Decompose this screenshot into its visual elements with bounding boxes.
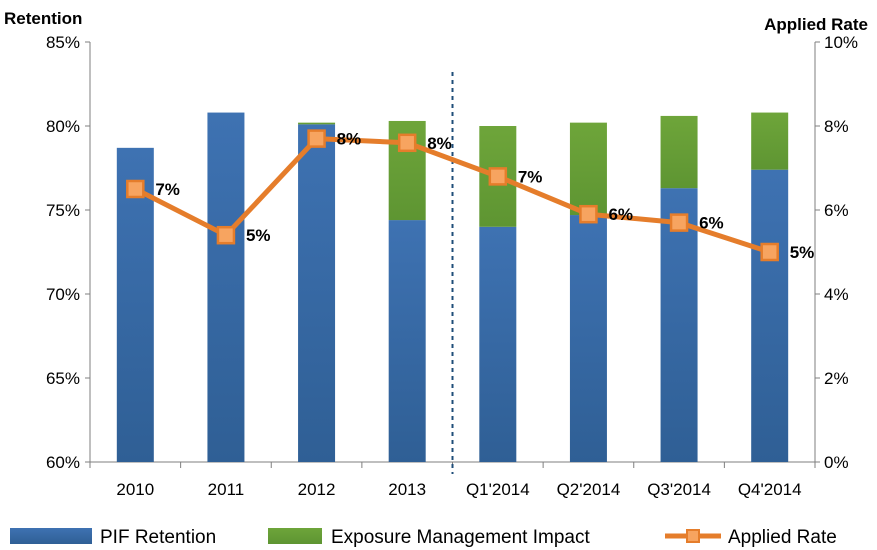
exposure-impact-bar (751, 112, 789, 170)
right-tick-label: 4% (824, 285, 849, 304)
exposure-impact-bar (569, 122, 607, 216)
applied-rate-marker (488, 167, 508, 186)
pif-retention-bar (569, 215, 607, 462)
right-tick-label: 10% (824, 33, 858, 52)
x-tick-label: Q1'2014 (466, 480, 530, 499)
left-tick-label: 65% (46, 369, 80, 388)
left-tick-label: 70% (46, 285, 80, 304)
pif-retention-bar (116, 147, 154, 462)
applied-rate-data-label: 7% (518, 167, 543, 186)
x-tick-label: Q4'2014 (738, 480, 802, 499)
applied-rate-marker (669, 213, 689, 232)
applied-rate-data-label: 8% (427, 134, 452, 153)
legend: PIF Retention Exposure Management Impact… (10, 527, 837, 548)
applied-rate-data-label: 5% (246, 226, 271, 245)
applied-rate-marker (579, 204, 598, 224)
legend-label-exposure-management: Exposure Management Impact (331, 527, 590, 548)
applied-rate-data-label: 6% (608, 205, 633, 224)
applied-rate-data-label: 5% (790, 243, 815, 262)
applied-rate-data-label: 6% (699, 214, 724, 233)
pif-retention-bar (660, 188, 698, 462)
right-axis-title: Applied Rate (764, 15, 868, 34)
right-tick-label: 8% (824, 117, 849, 136)
pif-retention-bar (388, 220, 426, 462)
legend-label-pif-retention: PIF Retention (100, 527, 216, 548)
exposure-impact-bar (298, 122, 336, 125)
x-tick-label: 2012 (298, 480, 336, 499)
right-tick-label: 0% (824, 453, 849, 472)
x-tick-label: Q2'2014 (557, 480, 621, 499)
applied-rate-marker (126, 179, 145, 199)
x-tick-label: Q3'2014 (647, 480, 711, 499)
applied-rate-marker (760, 242, 779, 262)
x-tick-label: 2013 (388, 480, 426, 499)
pif-retention-bar (207, 112, 245, 462)
plot-area: 60% 65% 70% 75% 80% 85% 0% 2% 4% 6% 8% 10% 2010 2011 2… (46, 33, 858, 499)
applied-rate-data-label: 7% (155, 180, 180, 199)
applied-rate-marker (397, 133, 417, 153)
legend-label-applied-rate: Applied Rate (728, 527, 837, 548)
applied-rate-marker (216, 225, 236, 245)
x-tick-label: 2011 (208, 480, 245, 499)
left-tick-label: 75% (46, 201, 80, 220)
applied-rate-line (134, 136, 771, 255)
left-tick-label: 60% (46, 453, 80, 472)
pif-retention-bar (751, 169, 789, 462)
x-tick-label: 2010 (116, 480, 154, 499)
legend-marker-applied-rate (686, 529, 700, 543)
left-tick-label: 80% (46, 117, 80, 136)
applied-rate-marker (307, 129, 326, 148)
right-tick-label: 2% (824, 369, 849, 388)
applied-rate-data-label: 8% (337, 130, 362, 149)
pif-retention-bar (298, 124, 336, 462)
right-tick-label: 6% (824, 201, 849, 220)
left-axis-title: Retention (4, 9, 82, 28)
exposure-impact-bar (660, 115, 698, 189)
legend-swatch-pif-retention (10, 528, 92, 544)
left-tick-label: 85% (46, 33, 80, 52)
legend-swatch-exposure-management (268, 528, 322, 544)
pif-retention-bar (479, 226, 517, 462)
